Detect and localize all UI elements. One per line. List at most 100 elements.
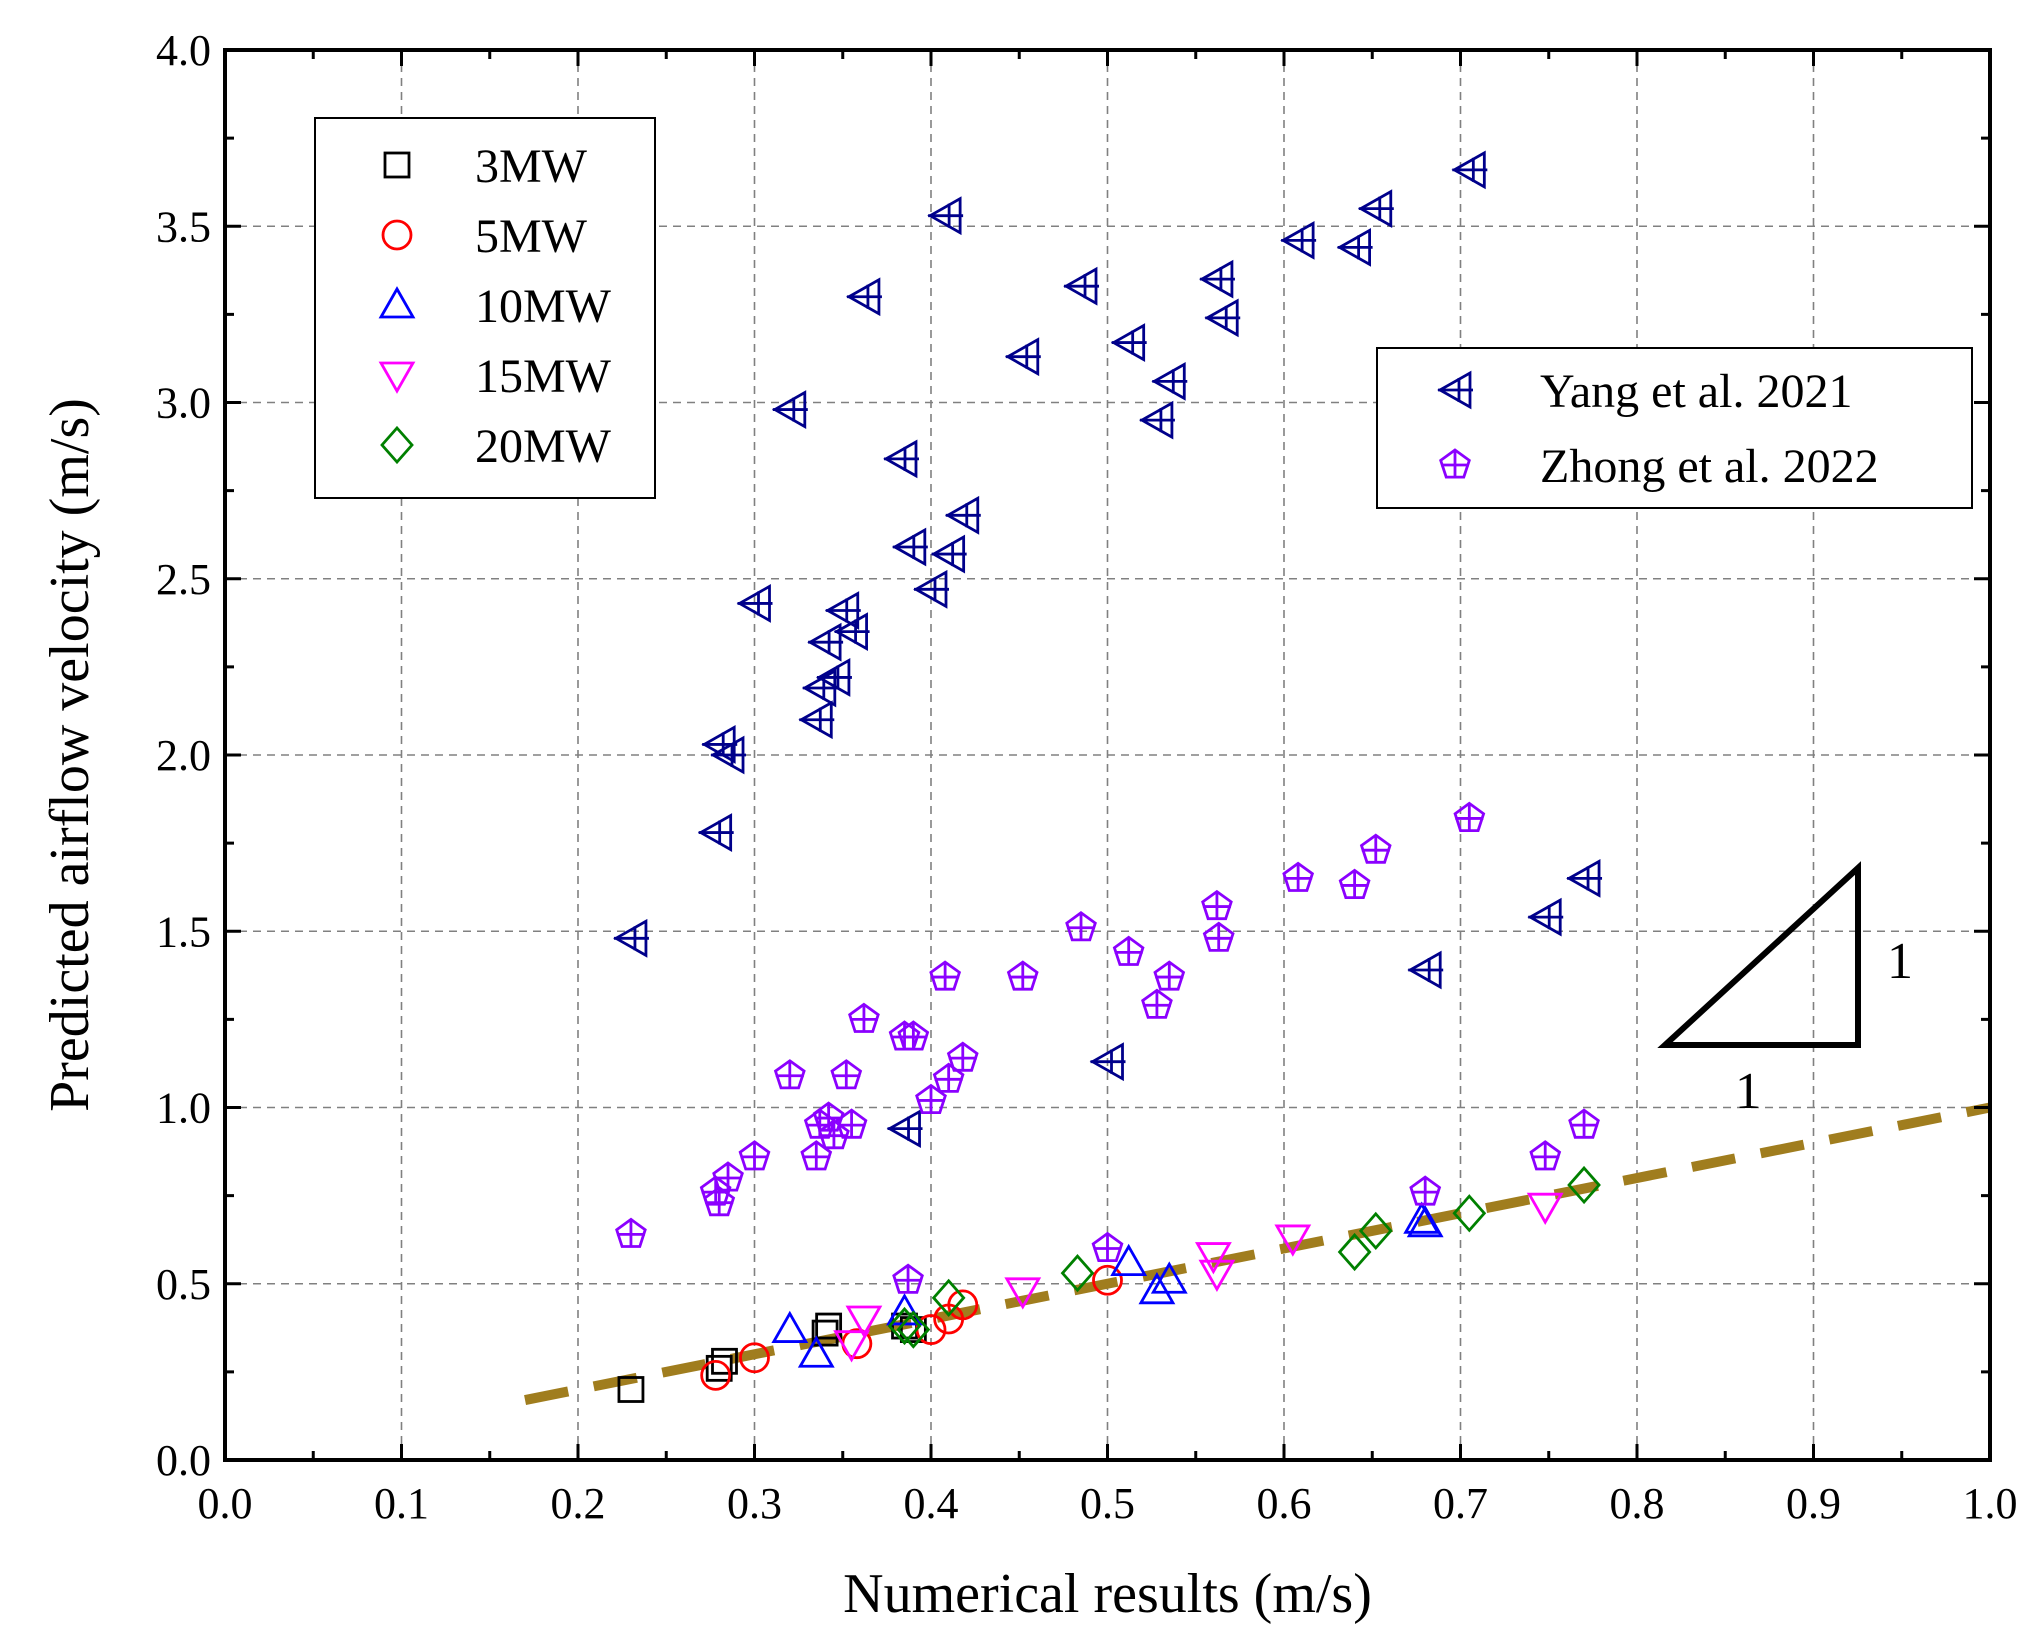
y-tick-label: 4.0 [156,26,211,75]
data-point [1280,220,1317,260]
x-tick-label: 0.2 [551,1479,606,1528]
data-point [1357,189,1394,229]
data-point [771,390,808,429]
data-point [1112,935,1145,966]
series-yang-et-al-2021 [613,150,1603,1149]
data-point [1004,337,1041,377]
data-point [883,439,919,479]
y-tick-label: 0.0 [156,1436,211,1485]
data-point [1359,833,1392,864]
data-point [929,960,962,991]
pentagon-marker [1112,935,1145,966]
data-point [1453,801,1486,832]
data-point [1091,1231,1124,1262]
data-point [703,1185,736,1217]
y-tick-label: 2.5 [156,555,211,604]
slope-triangle-shape [1657,861,1861,1048]
data-point [947,1289,979,1321]
x-tick-label: 0.8 [1610,1479,1665,1528]
pentagon-marker [1091,1231,1124,1262]
legend-capacity-box [314,117,656,499]
series-5mw [700,1264,1123,1391]
pentagon-marker [615,1217,647,1248]
data-point [1110,1243,1148,1276]
data-point [1566,858,1603,898]
y-tick-label: 3.0 [156,379,211,428]
diamond-marker [1358,1211,1393,1250]
data-point [1199,259,1235,299]
pentagon-marker [1359,833,1392,864]
diamond-marker [380,425,414,465]
circle-marker [381,219,413,251]
grid [225,50,1990,1460]
pentagon-marker [848,1002,880,1033]
pentagon-marker [1202,921,1235,952]
data-point [1527,897,1564,937]
x-tick-label: 0.4 [904,1479,959,1528]
pentagon-marker [835,1108,868,1139]
diamond-marker [1337,1232,1372,1272]
pentagon-marker [1568,1108,1600,1139]
legend-entry-label: 20MW [475,420,612,473]
data-point [1060,1254,1095,1293]
data-point [887,1306,922,1346]
data-point [1089,1042,1126,1082]
x-tick-label: 0.7 [1433,1479,1488,1528]
y-tick-label: 1.5 [156,907,211,956]
data-point [1336,227,1373,267]
data-point [816,658,852,697]
pentagon-marker [892,1263,924,1294]
x-axis-label: Numerical results (m/s) [843,1563,1372,1625]
pentagon-marker [703,1185,736,1217]
data-point [738,1140,771,1171]
data-point [1202,921,1235,952]
legends: 3MW 5MW 10MW 15MW 20MW Yang et al. 2021 Zhong … [314,117,1973,509]
data-point [1529,1140,1562,1171]
data-point [1138,1271,1176,1305]
legend-entry-label: 10MW [475,280,612,333]
data-point [1337,1232,1372,1272]
data-point [931,1278,966,1317]
triangle-down-marker [378,361,416,394]
triangle-down-marker [1526,1192,1564,1226]
legend-literature-box [1376,347,1973,509]
series-zhong-et-al-2022 [615,801,1600,1294]
pentagon-marker [830,1059,863,1090]
circle-marker [700,1360,732,1391]
slope-vertical-label: 1 [1887,933,1913,990]
pentagon-marker [1409,1175,1442,1206]
data-point [617,1376,645,1403]
data-point [896,1310,931,1349]
data-point [613,918,649,958]
x-tick-label: 0.6 [1257,1479,1312,1528]
pentagon-marker [915,1083,947,1114]
data-point [927,196,964,236]
pentagon-marker [929,960,962,991]
data-point [1198,1259,1236,1292]
x-tick-label: 0.9 [1786,1479,1841,1528]
triangle-up-marker [1110,1243,1148,1276]
square-marker [617,1376,645,1403]
data-point [886,1109,923,1149]
pentagon-marker [738,1140,771,1171]
data-point [383,151,411,179]
data-point [1150,1261,1188,1294]
data-point [771,1310,809,1343]
x-tick-label: 0.0 [198,1479,253,1528]
y-tick-label: 2.0 [156,731,211,780]
data-point [378,286,416,319]
legend-capacity: 3MW 5MW 10MW 15MW 20MW [314,117,656,499]
data-point [378,361,416,394]
square-marker [383,151,411,179]
data-point [1201,889,1233,921]
x-tick-label: 1.0 [1963,1479,2018,1528]
triangle-down-marker [1274,1224,1312,1257]
data-point [891,527,928,567]
pentagon-marker [932,1062,965,1093]
pentagon-marker [773,1059,806,1090]
series-10mw [771,1201,1444,1368]
data-point [1004,1277,1042,1310]
data-point [1006,960,1039,991]
data-point [1567,1165,1601,1205]
